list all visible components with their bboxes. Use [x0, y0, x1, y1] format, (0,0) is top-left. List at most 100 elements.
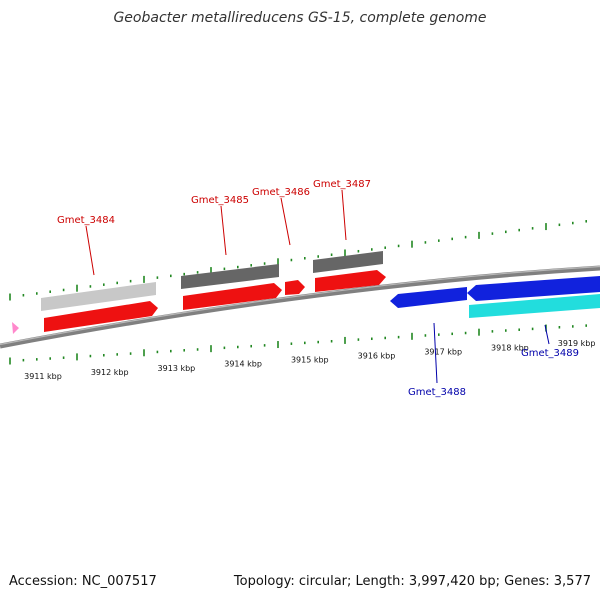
- genome-backbone: [0, 265, 600, 349]
- scale-label: 3913 kbp: [158, 364, 196, 373]
- gene-arrow-gmet-3484[interactable]: [44, 301, 158, 332]
- outer-minor-tick: [438, 239, 440, 242]
- gene-arrow-gmet-3485[interactable]: [183, 283, 282, 310]
- scale-label: 3911 kbp: [24, 372, 62, 381]
- inner-minor-tick: [518, 328, 520, 331]
- cds-bar-gmet-3487[interactable]: [313, 251, 383, 273]
- inner-major-tick: [478, 328, 480, 336]
- inner-minor-tick: [196, 348, 199, 351]
- outer-minor-tick: [371, 248, 373, 251]
- outer-minor-tick: [317, 255, 319, 258]
- outer-tick-row: [9, 220, 587, 301]
- outer-major-tick: [76, 284, 78, 292]
- inner-minor-tick: [585, 324, 587, 327]
- outer-minor-tick: [290, 258, 293, 262]
- gene-arrow-gmet-3486[interactable]: [285, 280, 305, 295]
- inner-minor-tick: [558, 325, 561, 329]
- outer-minor-tick: [237, 265, 239, 269]
- inner-minor-tick: [397, 335, 400, 339]
- gene-label-gmet-3489[interactable]: Gmet_3489: [521, 348, 579, 359]
- inner-major-tick: [9, 357, 11, 365]
- cds-bar-gmet-3484[interactable]: [41, 282, 156, 311]
- inner-minor-tick: [49, 357, 51, 360]
- gene-label-gmet-3484[interactable]: Gmet_3484: [57, 215, 115, 226]
- inner-minor-tick: [116, 353, 118, 356]
- outer-minor-tick: [183, 272, 185, 276]
- inner-minor-tick: [451, 332, 453, 336]
- outer-minor-tick: [397, 244, 400, 248]
- outer-minor-tick: [531, 227, 534, 230]
- outer-minor-tick: [424, 241, 427, 244]
- scale-label: 3914 kbp: [224, 360, 262, 369]
- outer-major-tick: [277, 258, 279, 266]
- leader-line-gmet-3486: [280, 197, 291, 246]
- accession-text: Accession: NC_007517: [9, 574, 157, 589]
- gene-label-gmet-3485[interactable]: Gmet_3485: [191, 195, 249, 206]
- inner-minor-tick: [170, 349, 172, 353]
- outer-minor-tick: [22, 293, 25, 297]
- outer-major-tick: [478, 231, 480, 239]
- outer-major-tick: [344, 249, 346, 257]
- inner-minor-tick: [384, 336, 386, 340]
- gene-label-gmet-3488[interactable]: Gmet_3488: [408, 387, 466, 398]
- cds-bar-gmet-3489[interactable]: [469, 294, 600, 318]
- inner-minor-tick: [183, 349, 185, 352]
- outer-minor-tick: [357, 249, 360, 253]
- outer-minor-tick: [585, 220, 587, 223]
- scale-label: 3917 kbp: [424, 347, 462, 356]
- outer-minor-tick: [451, 237, 453, 241]
- inner-minor-tick: [62, 356, 65, 359]
- outer-major-tick: [545, 223, 547, 231]
- outer-minor-tick: [250, 264, 252, 267]
- scale-label: 3912 kbp: [91, 368, 129, 377]
- cds-bar-gmet-3485[interactable]: [181, 264, 279, 289]
- inner-tick-row: [9, 324, 587, 365]
- outer-minor-tick: [491, 232, 494, 235]
- outer-minor-tick: [129, 279, 132, 283]
- outer-minor-tick: [505, 230, 507, 234]
- outer-minor-tick: [103, 283, 105, 286]
- outer-minor-tick: [263, 262, 266, 265]
- inner-minor-tick: [424, 334, 427, 337]
- outer-minor-tick: [170, 274, 172, 278]
- map-title: Geobacter metallireducens GS-15, complet…: [113, 10, 487, 26]
- inner-major-tick: [76, 353, 78, 361]
- gene-arrow-gmet-3488[interactable]: [390, 287, 467, 308]
- inner-minor-tick: [330, 339, 333, 343]
- outer-minor-tick: [330, 253, 333, 256]
- inner-minor-tick: [438, 333, 440, 336]
- outer-minor-tick: [49, 290, 51, 293]
- outer-minor-tick: [464, 235, 467, 239]
- outer-minor-tick: [558, 223, 561, 227]
- outer-minor-tick: [223, 267, 226, 271]
- outer-minor-tick: [196, 271, 199, 274]
- gene-arrow-gmet-3487[interactable]: [315, 270, 386, 292]
- inner-minor-tick: [156, 350, 159, 354]
- inner-minor-tick: [129, 352, 132, 355]
- leader-line-gmet-3485: [220, 205, 227, 256]
- outer-major-tick: [411, 240, 413, 248]
- genome-backbone-highlight: [0, 265, 600, 346]
- leader-line-gmet-3489: [544, 324, 550, 345]
- leader-line-gmet-3484: [85, 225, 95, 276]
- inner-minor-tick: [491, 330, 494, 333]
- inner-minor-tick: [572, 325, 574, 328]
- inner-minor-tick: [263, 344, 266, 347]
- inner-minor-tick: [89, 354, 92, 358]
- inner-minor-tick: [464, 331, 467, 335]
- inner-minor-tick: [371, 337, 373, 341]
- inner-major-tick: [143, 349, 145, 357]
- outer-minor-tick: [36, 292, 38, 295]
- outer-minor-tick: [384, 246, 386, 249]
- gene-label-gmet-3487[interactable]: Gmet_3487: [313, 179, 371, 190]
- outer-minor-tick: [304, 257, 306, 260]
- inner-minor-tick: [304, 341, 306, 345]
- genome-summary-text: Topology: circular; Length: 3,997,420 bp…: [233, 574, 591, 589]
- scale-labels: 3911 kbp 3912 kbp 3913 kbp 3914 kbp 3915 kbp…: [24, 339, 595, 381]
- origin-marker-icon: [12, 322, 19, 334]
- outer-minor-tick: [89, 285, 92, 288]
- gene-label-gmet-3486[interactable]: Gmet_3486: [252, 187, 310, 198]
- outer-minor-tick: [62, 288, 65, 292]
- gene-arrow-gmet-3489[interactable]: [467, 276, 600, 301]
